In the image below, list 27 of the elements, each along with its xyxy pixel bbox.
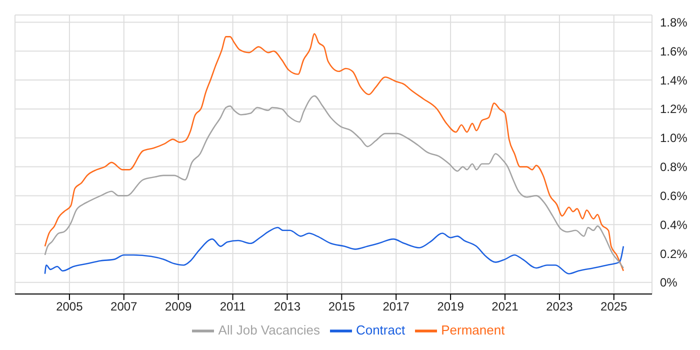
y-tick-label: 1.0% bbox=[660, 131, 688, 146]
x-tick-label: 2007 bbox=[110, 300, 138, 314]
x-tick-label: 2009 bbox=[164, 300, 192, 314]
x-tick-label: 2015 bbox=[328, 300, 356, 314]
y-tick-label: 1.4% bbox=[660, 73, 688, 88]
y-tick-label: 0.6% bbox=[660, 188, 688, 203]
legend-label: Contract bbox=[356, 322, 406, 338]
y-tick-label: 1.2% bbox=[660, 102, 688, 116]
line-series bbox=[44, 95, 624, 269]
y-tick-label: 0% bbox=[660, 276, 678, 290]
y-tick-label: 1.8% bbox=[660, 15, 688, 30]
legend-label: All Job Vacancies bbox=[218, 322, 320, 338]
x-tick-label: 2025 bbox=[600, 300, 628, 314]
y-tick-label: 0.4% bbox=[660, 218, 688, 232]
legend-label: Permanent bbox=[441, 322, 505, 338]
line-series bbox=[44, 226, 624, 274]
line-series bbox=[44, 33, 624, 272]
x-tick-label: 2005 bbox=[56, 300, 84, 314]
y-tick-label: 1.6% bbox=[660, 44, 688, 58]
x-tick-label: 2017 bbox=[382, 300, 410, 314]
x-tick-label: 2019 bbox=[437, 300, 464, 314]
x-tick-label: 2023 bbox=[546, 300, 574, 314]
x-tick-label: 2013 bbox=[274, 300, 301, 314]
x-tick-label: 2021 bbox=[492, 300, 519, 314]
x-tick-label: 2011 bbox=[220, 300, 246, 314]
y-tick-label: 0.8% bbox=[660, 160, 688, 174]
y-tick-label: 0.2% bbox=[660, 246, 688, 261]
